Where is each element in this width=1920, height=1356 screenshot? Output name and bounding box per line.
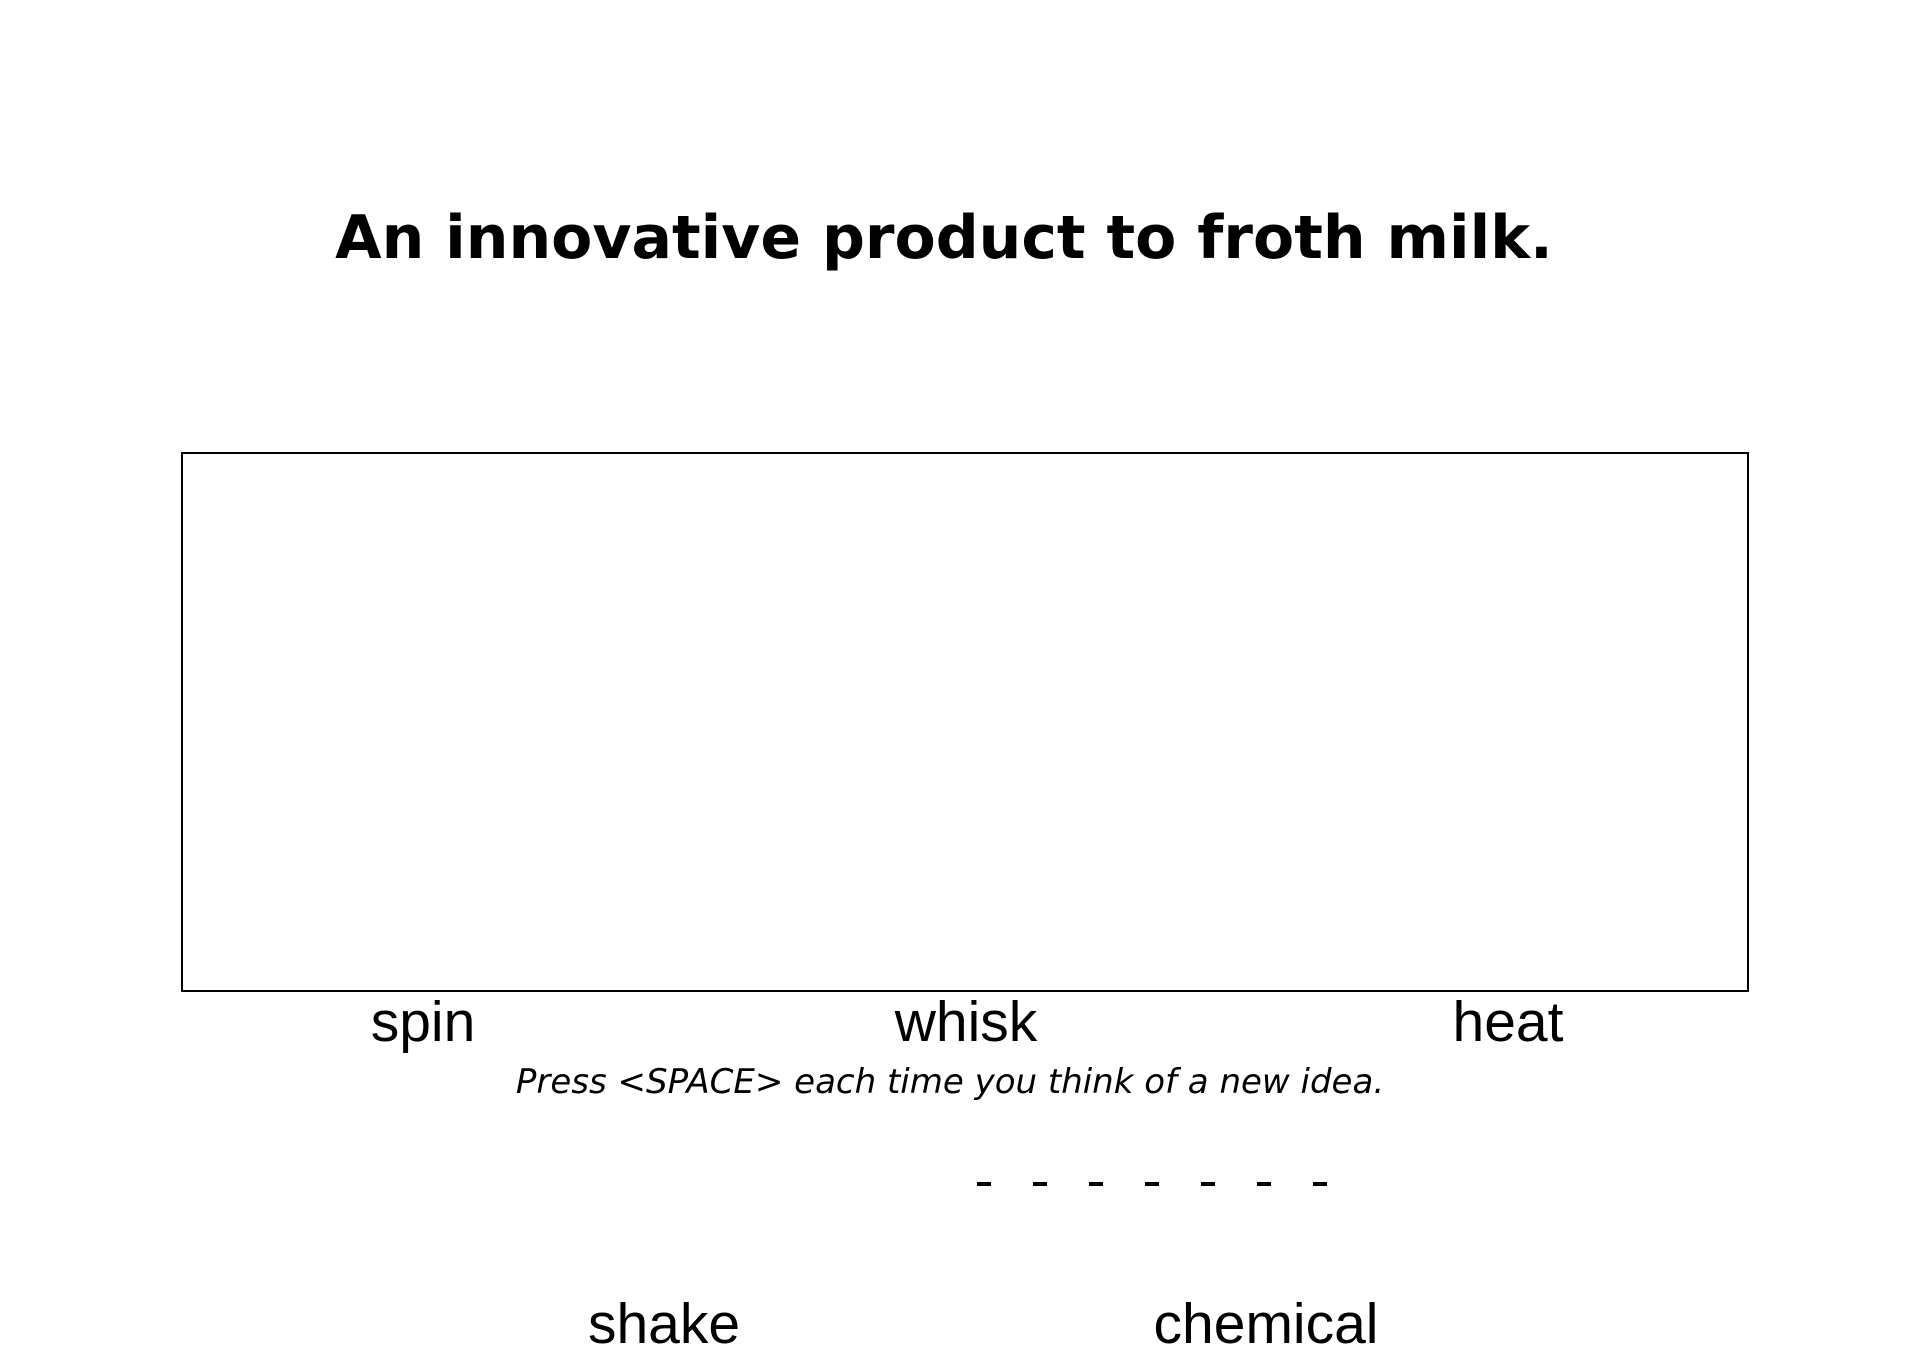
word-whisk: whisk (894, 990, 1038, 1054)
word-heat: heat (1452, 990, 1564, 1054)
word-chemical: chemical (1153, 1292, 1379, 1356)
dash (1257, 1182, 1271, 1186)
response-dashes (977, 1154, 1327, 1204)
dash (1313, 1182, 1327, 1186)
instruction-text: Press <SPACE> each time you think of a n… (515, 1062, 1385, 1102)
dash (1089, 1182, 1103, 1186)
word-spin: spin (370, 990, 476, 1054)
dash (977, 1182, 991, 1186)
dash (1033, 1182, 1047, 1186)
dash (1201, 1182, 1215, 1186)
prompt-title: An innovative product to froth milk. (335, 203, 1553, 273)
dash (1145, 1182, 1159, 1186)
word-shake: shake (587, 1292, 741, 1356)
word-box: spin whisk heat shake chemical (181, 452, 1749, 1356)
